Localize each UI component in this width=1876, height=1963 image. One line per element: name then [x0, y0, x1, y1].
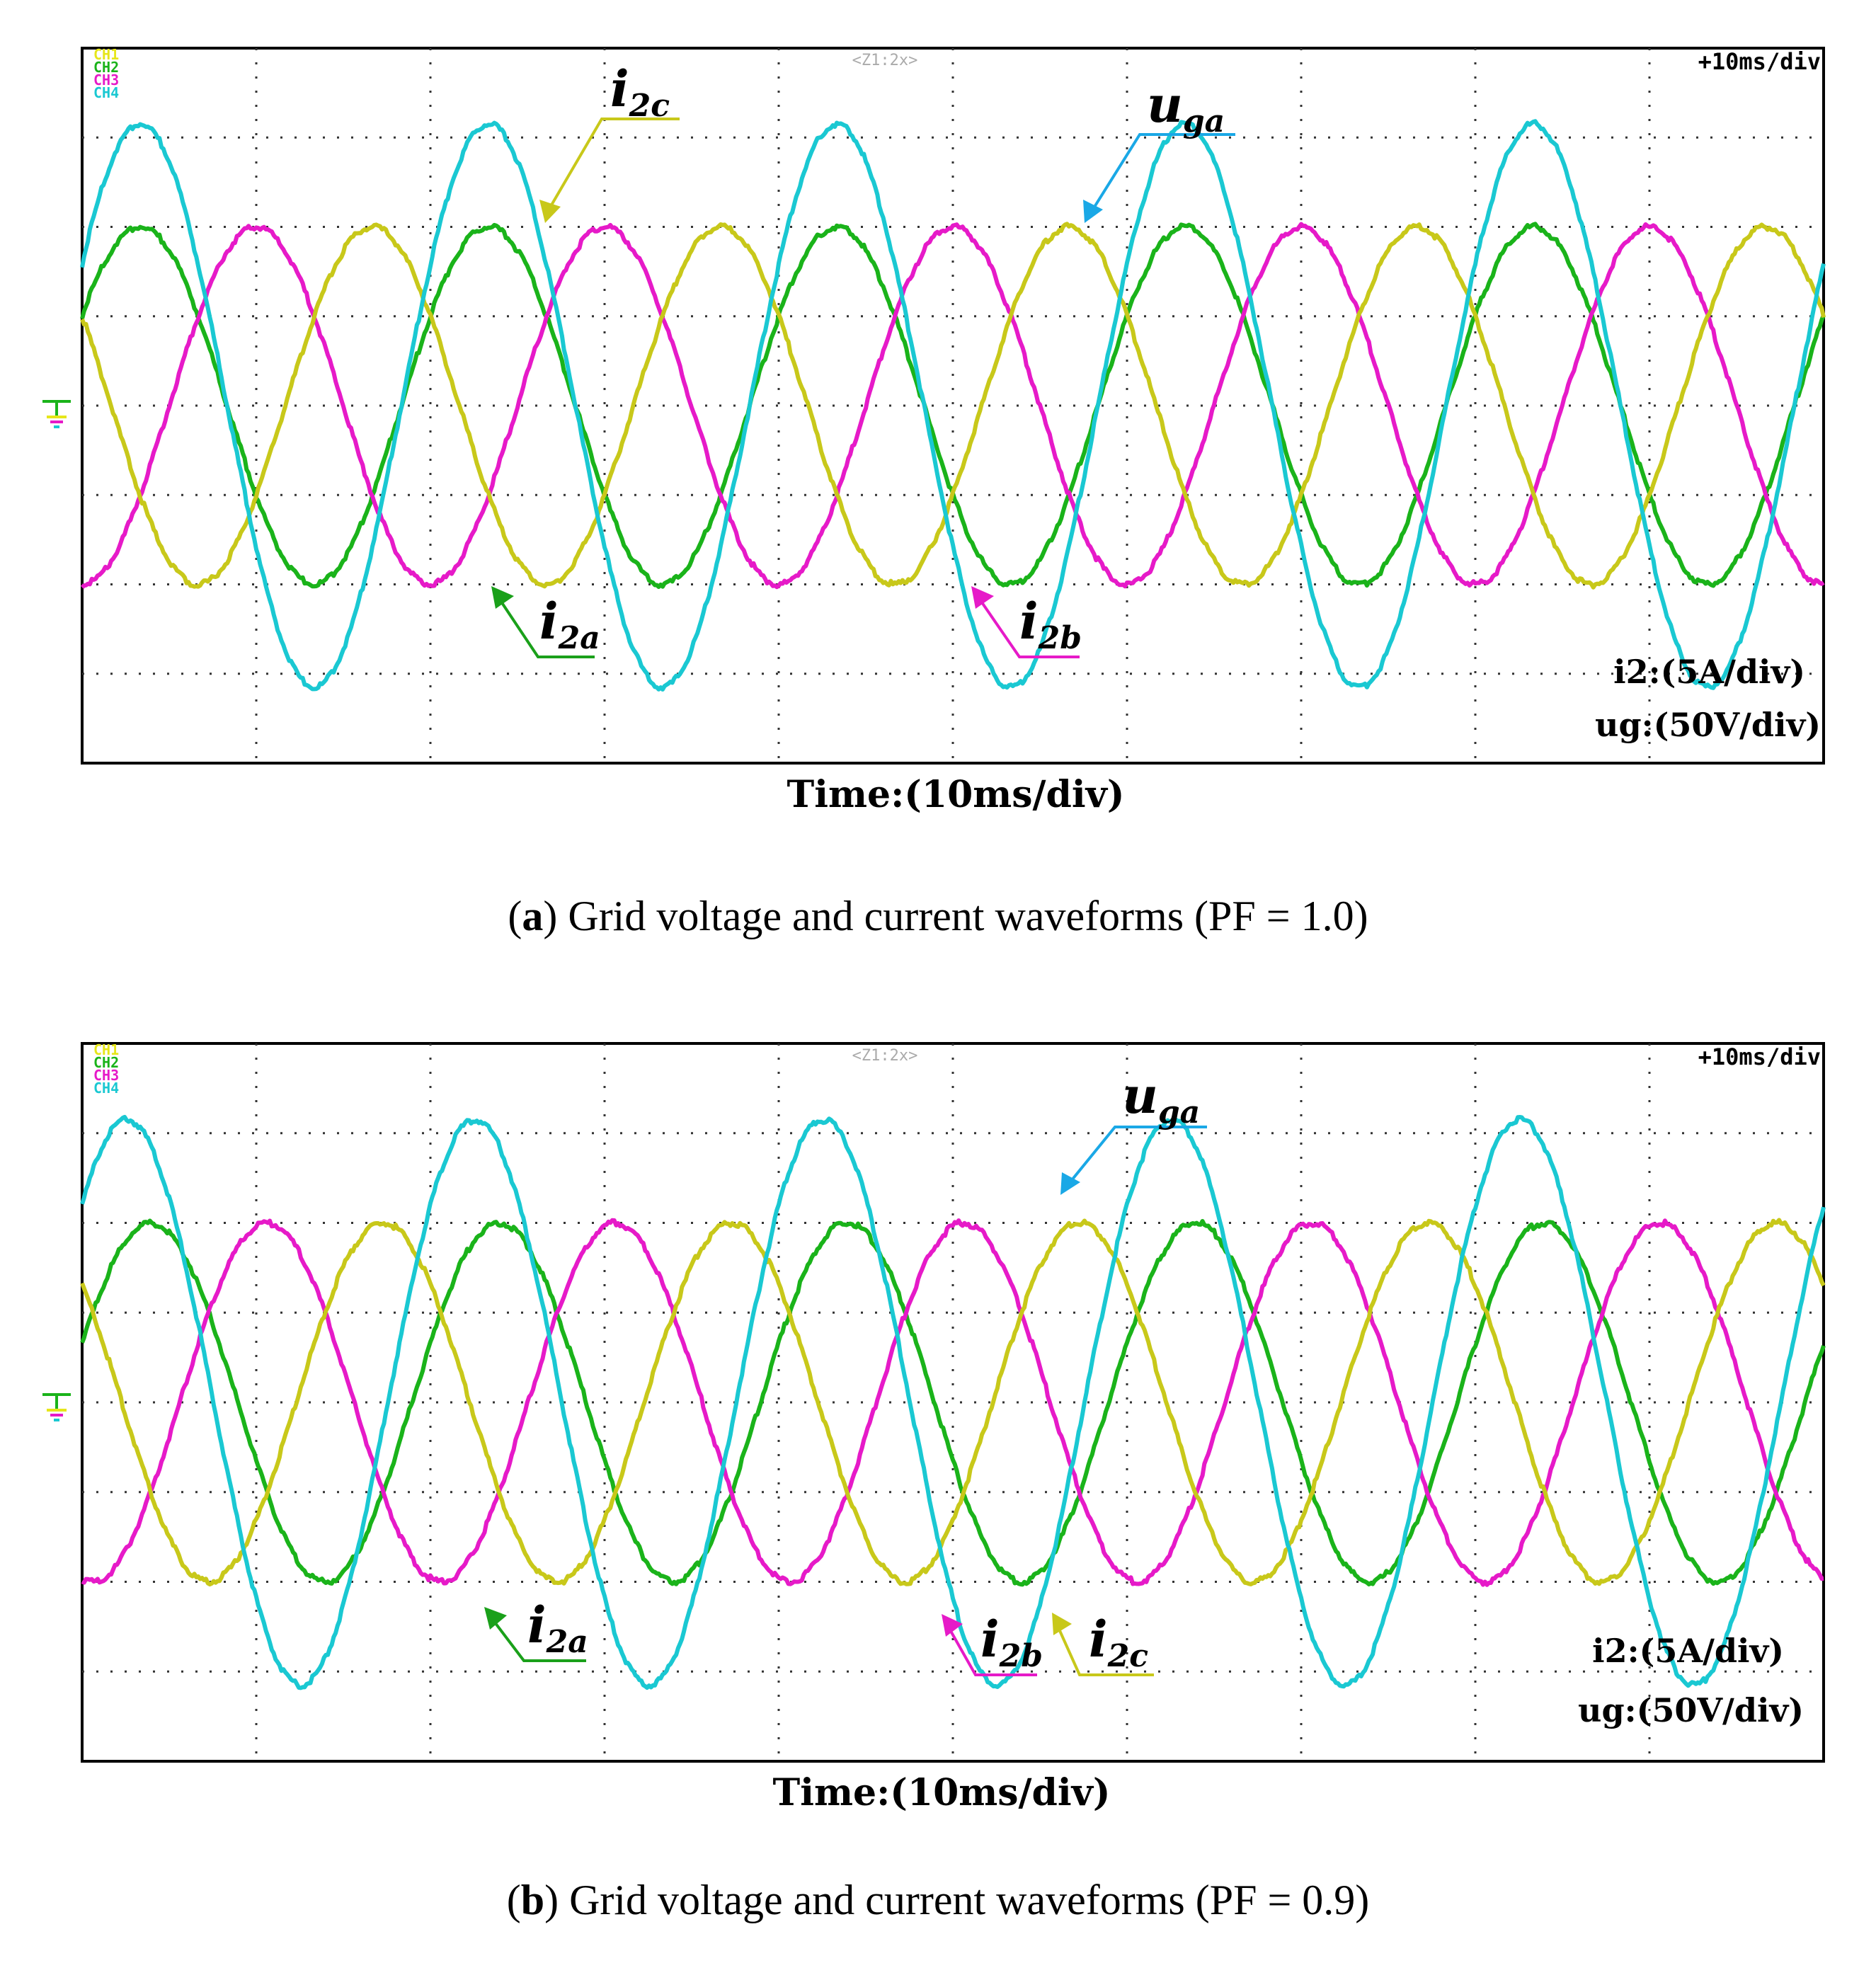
scope-frame	[81, 1042, 1825, 1763]
svg-text:i2c: i2c	[1089, 1610, 1148, 1674]
svg-text:i2b: i2b	[980, 1610, 1043, 1674]
timebase-readout: +10ms/div	[1698, 48, 1821, 75]
trace-uga	[80, 119, 1826, 692]
channel-label-ch3: CH3	[93, 71, 119, 88]
svg-text:uga: uga	[1122, 1066, 1200, 1131]
channel-label-ch4: CH4	[93, 84, 119, 101]
annotation-i2c: i2c	[539, 59, 680, 223]
annotation-i2a: i2a	[484, 1596, 588, 1662]
zoom-marker: <Z1:2x>	[852, 1047, 918, 1065]
trace-i2c	[80, 1218, 1826, 1587]
annotation-i2a: i2a	[491, 586, 600, 658]
svg-text:i2c: i2c	[610, 59, 670, 124]
channel-label-ch2: CH2	[93, 1054, 119, 1071]
voltage-scale-label: ug:(50V/div)	[1578, 1691, 1804, 1729]
svg-text:i2a: i2a	[539, 592, 600, 656]
trace-i2b	[81, 1218, 1824, 1587]
traces	[80, 119, 1826, 692]
time-axis-label: Time:(10ms/div)	[787, 773, 1125, 816]
ground-marker-icon	[42, 400, 71, 428]
ground-marker-icon	[42, 1393, 71, 1421]
zoom-marker: <Z1:2x>	[852, 52, 918, 69]
scope-panel-a: CH1 CH2 CH3 CH4 <Z1:2x> +10ms/div i2c ug…	[42, 46, 1826, 816]
time-axis-label: Time:(10ms/div)	[773, 1771, 1111, 1814]
annotation-i2c: i2c	[1052, 1610, 1154, 1676]
timebase-readout: +10ms/div	[1698, 1043, 1821, 1070]
channel-label-ch1: CH1	[93, 46, 119, 63]
svg-text:i2a: i2a	[527, 1596, 588, 1660]
channel-label-ch2: CH2	[93, 59, 119, 76]
caption-b: (b) Grid voltage and current waveforms (…	[506, 1877, 1370, 1923]
channel-label-ch4: CH4	[93, 1080, 119, 1097]
annotation-i2b: i2b	[971, 586, 1082, 658]
caption-a: (a) Grid voltage and current waveforms (…	[508, 893, 1368, 939]
grid	[82, 48, 1824, 763]
voltage-scale-label: ug:(50V/div)	[1595, 706, 1821, 744]
annotation-uga: uga	[1060, 1066, 1207, 1195]
trace-i2c	[80, 222, 1826, 590]
svg-text:i2b: i2b	[1019, 592, 1082, 656]
channel-label-ch3: CH3	[93, 1067, 119, 1084]
trace-uga	[80, 1114, 1826, 1690]
trace-i2a	[80, 1218, 1826, 1587]
svg-text:uga: uga	[1147, 75, 1225, 139]
scope-panel-b: CH1 CH2 CH3 CH4 <Z1:2x> +10ms/div uga i2…	[42, 1041, 1826, 1814]
traces	[80, 1114, 1826, 1690]
current-scale-label: i2:(5A/div)	[1613, 653, 1805, 691]
current-scale-label: i2:(5A/div)	[1592, 1632, 1784, 1670]
channel-label-ch1: CH1	[93, 1041, 119, 1058]
annotation-i2b: i2b	[942, 1610, 1043, 1676]
annotation-uga: uga	[1083, 75, 1235, 223]
